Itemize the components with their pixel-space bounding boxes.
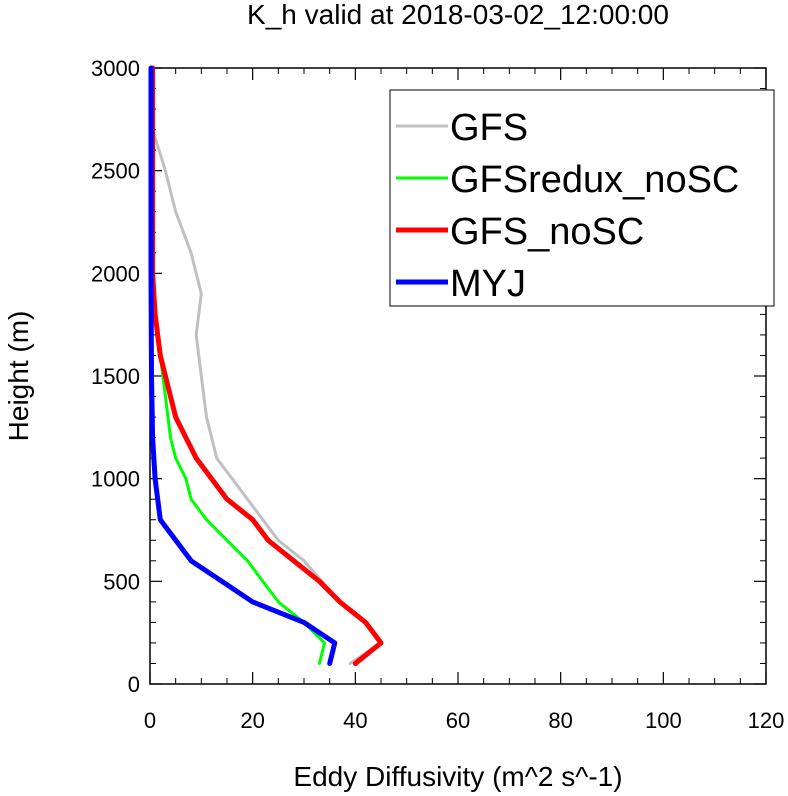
series-lines bbox=[148, 65, 384, 666]
y-tick-label: 2500 bbox=[91, 159, 140, 184]
legend: GFS GFSredux_noSC GFS_noSC MYJ bbox=[389, 89, 775, 307]
y-axis-label: Height (m) bbox=[3, 311, 34, 442]
series-line-gfsredux-nosc bbox=[150, 66, 326, 665]
x-tick-label: 40 bbox=[343, 708, 367, 733]
x-axis-label: Eddy Diffusivity (m^2 s^-1) bbox=[293, 761, 622, 792]
y-tick-label: 500 bbox=[103, 569, 140, 594]
y-tick-label: 2000 bbox=[91, 261, 140, 286]
y-tick-label: 1000 bbox=[91, 467, 140, 492]
legend-label: GFSredux_noSC bbox=[450, 159, 739, 201]
x-tick-label: 80 bbox=[548, 708, 572, 733]
x-tick-label: 120 bbox=[748, 708, 785, 733]
y-tick-label: 1500 bbox=[91, 364, 140, 389]
x-tick-label: 60 bbox=[446, 708, 470, 733]
legend-box bbox=[389, 89, 775, 307]
y-tick-label: 0 bbox=[128, 672, 140, 697]
legend-label: GFS_noSC bbox=[450, 211, 644, 253]
legend-label: MYJ bbox=[450, 263, 526, 305]
series-line-gfs bbox=[151, 66, 383, 665]
legend-label: GFS bbox=[450, 107, 528, 149]
x-tick-label: 20 bbox=[240, 708, 264, 733]
chart-title: K_h valid at 2018-03-02_12:00:00 bbox=[247, 0, 669, 30]
y-tick-label: 3000 bbox=[91, 56, 140, 81]
x-tick-label: 0 bbox=[144, 708, 156, 733]
x-tick-label: 100 bbox=[645, 708, 682, 733]
axis-tick-labels: 0 20 40 60 80 100 120 0 500 1000 1500 2000 2500 3000 bbox=[91, 56, 784, 733]
series-line-gfs-nosc bbox=[150, 65, 384, 666]
series-line-myj bbox=[148, 65, 338, 666]
